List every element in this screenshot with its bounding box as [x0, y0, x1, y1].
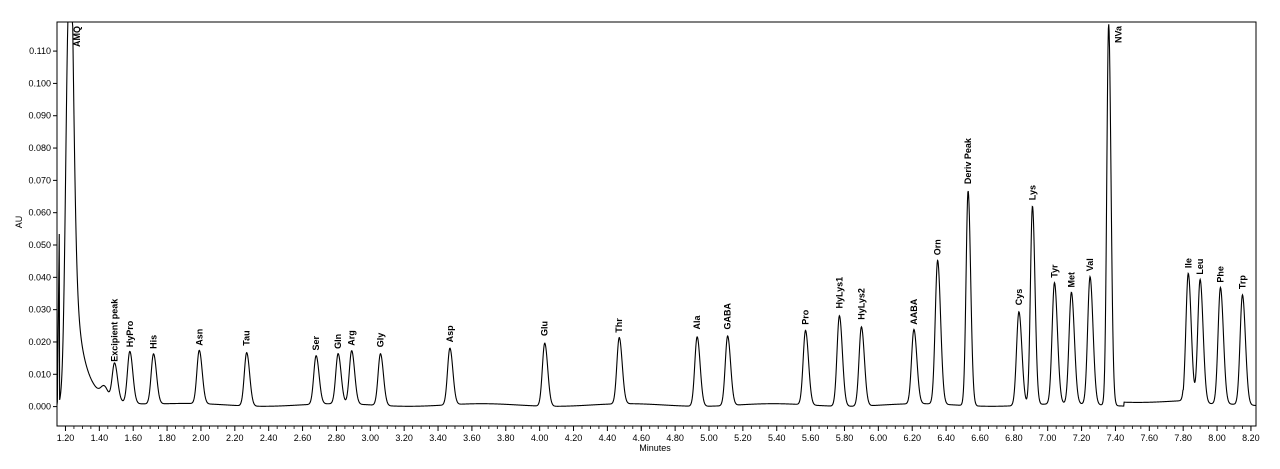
- x-tick-label: 5.80: [836, 433, 854, 443]
- x-tick-label: 3.80: [497, 433, 515, 443]
- peak-label-amq: AMQ: [72, 26, 82, 47]
- peak-label-ser: Ser: [311, 335, 321, 350]
- chromatogram-trace: [56, 21, 1257, 407]
- x-tick-label: 3.00: [362, 433, 380, 443]
- x-tick-label: 1.40: [91, 433, 109, 443]
- plot-frame: [56, 21, 1257, 427]
- peak-label-thr: Thr: [614, 318, 624, 333]
- peak-label-his: His: [149, 335, 159, 349]
- x-tick-label: 1.80: [158, 433, 176, 443]
- x-tick-label: 6.80: [1005, 433, 1023, 443]
- trace-group: [56, 21, 1257, 407]
- x-tick-label: 3.40: [429, 433, 447, 443]
- y-tick-label: 0.030: [28, 305, 51, 315]
- x-tick-label: 4.60: [632, 433, 650, 443]
- x-tick-label: 7.40: [1107, 433, 1125, 443]
- peak-label-glu: Glu: [540, 321, 550, 336]
- y-tick-label: 0.000: [28, 402, 51, 412]
- x-tick-label: 7.60: [1141, 433, 1159, 443]
- x-tick-label: 5.20: [734, 433, 752, 443]
- x-tick-label: 7.00: [1039, 433, 1057, 443]
- peak-label-hypro: HyPro: [125, 320, 135, 347]
- y-tick-label: 0.070: [28, 175, 51, 185]
- peak-label-val: Val: [1085, 258, 1095, 271]
- peak-label-pro: Pro: [801, 309, 811, 325]
- y-tick-label: 0.040: [28, 272, 51, 282]
- peak-label-arg: Arg: [347, 330, 357, 346]
- peak-label-phe: Phe: [1215, 266, 1225, 283]
- peak-label-excipient-peak: Excipient peak: [110, 298, 120, 362]
- x-tick-label: 6.00: [870, 433, 888, 443]
- peak-label-tyr: Tyr: [1050, 264, 1060, 278]
- x-tick-label: 2.20: [226, 433, 244, 443]
- x-tick-label: 4.20: [565, 433, 583, 443]
- x-axis-label: Minutes: [639, 443, 671, 453]
- peak-label-gaba: GABA: [723, 303, 733, 330]
- y-tick-label: 0.010: [28, 369, 51, 379]
- x-tick-label: 6.40: [937, 433, 955, 443]
- y-tick-label: 0.090: [28, 111, 51, 121]
- peak-label-aaba: AABA: [909, 298, 919, 324]
- y-tick-label: 0.100: [28, 78, 51, 88]
- peak-label-leu: Leu: [1195, 259, 1205, 275]
- x-axis: 1.20 1.40 1.60 1.80 2.00 2.20 2.40 2.60 2.80 3.00…: [57, 426, 1260, 443]
- peak-label-ile: Ile: [1183, 258, 1193, 268]
- peak-label-asn: Asn: [194, 329, 204, 346]
- x-tick-label: 6.60: [971, 433, 989, 443]
- y-tick-label: 0.080: [28, 143, 51, 153]
- peak-label-lys: Lys: [1028, 185, 1038, 200]
- x-tick-label: 5.00: [700, 433, 718, 443]
- x-tick-label: 3.60: [463, 433, 481, 443]
- peak-label-nva: NVa: [1114, 25, 1124, 43]
- peak-label-tau: Tau: [242, 330, 252, 345]
- x-tick-label: 1.60: [124, 433, 142, 443]
- x-tick-label: 5.40: [768, 433, 786, 443]
- x-tick-label: 7.80: [1174, 433, 1192, 443]
- x-tick-label: 4.00: [531, 433, 549, 443]
- y-axis-label: AU: [14, 216, 24, 229]
- peak-label-hylys1: HyLys1: [834, 277, 844, 309]
- x-tick-label: 2.00: [192, 433, 210, 443]
- x-tick-label: 4.40: [599, 433, 617, 443]
- peak-labels: AMQ Excipient peak HyPro His Asn Tau Ser Gln Arg…: [72, 25, 1248, 362]
- x-tick-label: 7.20: [1073, 433, 1091, 443]
- y-tick-label: 0.110: [29, 46, 51, 56]
- y-tick-label: 0.020: [28, 337, 51, 347]
- x-tick-label: 8.20: [1242, 433, 1260, 443]
- peak-label-trp: Trp: [1238, 275, 1248, 290]
- y-axis: 0.000 0.010 0.020 0.030 0.040 0.050 0.060 0.070…: [28, 46, 57, 412]
- x-tick-label: 1.20: [57, 433, 75, 443]
- x-tick-label: 5.60: [802, 433, 820, 443]
- peak-label-ala: Ala: [692, 315, 702, 330]
- peak-label-asp: Asp: [445, 325, 455, 343]
- x-tick-label: 6.20: [903, 433, 921, 443]
- peak-label-gly: Gly: [376, 333, 386, 348]
- peak-label-met: Met: [1066, 272, 1076, 288]
- x-tick-label: 3.20: [395, 433, 413, 443]
- peak-label-gln: Gln: [333, 334, 343, 349]
- x-tick-label: 2.40: [260, 433, 278, 443]
- x-tick-label: 4.80: [666, 433, 684, 443]
- peak-label-hylys2: HyLys2: [856, 288, 866, 320]
- x-tick-label: 8.00: [1208, 433, 1226, 443]
- x-tick-label: 2.80: [328, 433, 346, 443]
- y-tick-label: 0.050: [28, 240, 51, 250]
- y-tick-label: 0.060: [28, 208, 51, 218]
- peak-label-orn: Orn: [933, 239, 943, 255]
- peak-label-cys: Cys: [1014, 289, 1024, 306]
- peak-label-deriv-peak: Deriv Peak: [963, 137, 973, 184]
- x-tick-label: 2.60: [294, 433, 312, 443]
